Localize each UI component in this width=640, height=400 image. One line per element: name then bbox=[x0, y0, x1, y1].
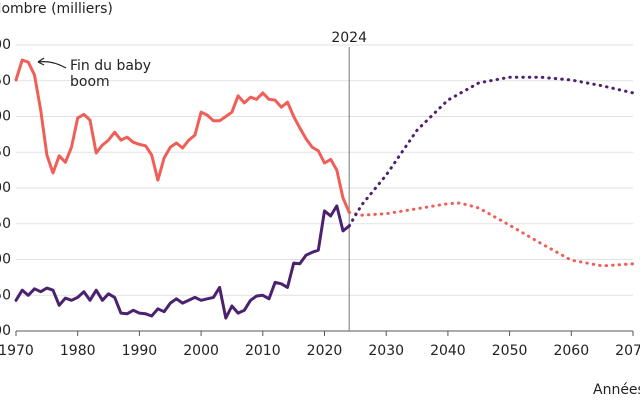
y-tick-label: 750 bbox=[0, 144, 11, 160]
series-line bbox=[347, 75, 635, 228]
x-axis-label: Années bbox=[593, 382, 640, 398]
x-tick-label: 1970 bbox=[0, 343, 34, 359]
y-tick-label: 500 bbox=[0, 323, 11, 339]
x-tick-label: 2020 bbox=[307, 343, 343, 359]
x-tick-label: 2070 bbox=[615, 343, 640, 359]
annotation: boom bbox=[70, 74, 110, 90]
x-tick-label: 2040 bbox=[430, 343, 466, 359]
x-tick-label: 2060 bbox=[553, 343, 589, 359]
y-tick-label: 800 bbox=[0, 109, 11, 125]
y-tick-label: 900 bbox=[0, 37, 11, 53]
x-tick-label: 2030 bbox=[368, 343, 404, 359]
y-tick-label: 550 bbox=[0, 287, 11, 303]
x-tick-label: 2010 bbox=[245, 343, 281, 359]
x-tick-label: 2050 bbox=[492, 343, 528, 359]
y-tick-label: 600 bbox=[0, 252, 11, 268]
annotation: Fin du baby bbox=[70, 58, 151, 74]
series-line bbox=[14, 204, 351, 320]
y-axis-label: Nombre (milliers) bbox=[0, 1, 113, 17]
series-line bbox=[14, 58, 351, 214]
reference-label: 2024 bbox=[331, 30, 367, 46]
annotation-arrow bbox=[37, 61, 67, 69]
x-tick-label: 1980 bbox=[60, 343, 96, 359]
y-tick-label: 650 bbox=[0, 216, 11, 232]
annotation-arrowhead bbox=[37, 57, 45, 66]
y-tick-label: 850 bbox=[0, 73, 11, 89]
series-line bbox=[347, 201, 635, 268]
x-tick-label: 2000 bbox=[183, 343, 219, 359]
x-tick-label: 1990 bbox=[122, 343, 158, 359]
y-tick-label: 700 bbox=[0, 180, 11, 196]
